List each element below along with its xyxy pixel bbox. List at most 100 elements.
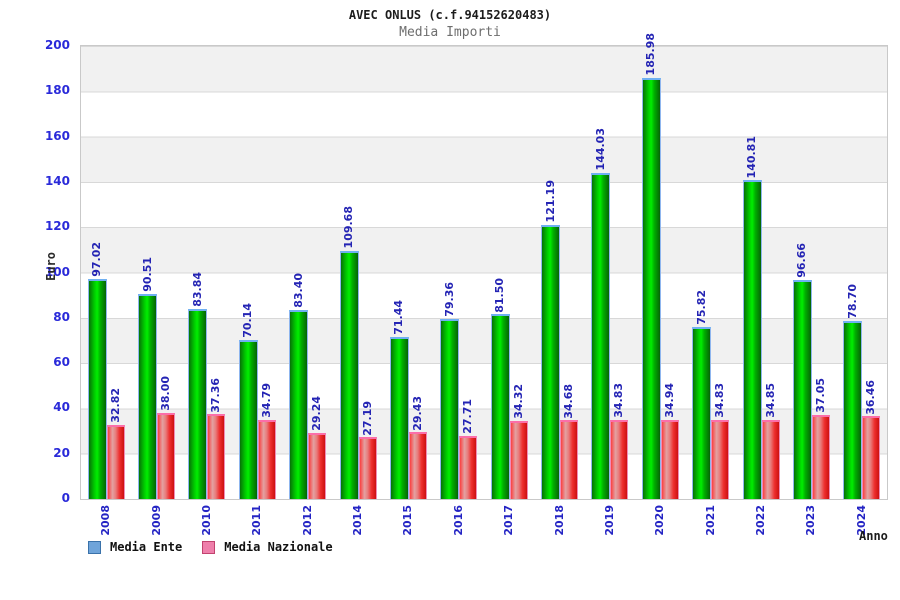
- bar-group-2011: 70.14 34.79 2011: [232, 46, 282, 536]
- bar-value-label: 34.85: [763, 383, 777, 419]
- y-tick-label-160: 160: [44, 128, 70, 143]
- media-ente-legend-label: Media Ente: [110, 540, 183, 554]
- y-tick-label-100: 100: [44, 264, 70, 279]
- media-nazionale-bar-2023[interactable]: 37.05: [811, 378, 830, 499]
- x-tick-label-2018: 2018: [552, 505, 566, 536]
- media-ente-bar-2014[interactable]: 109.68: [339, 206, 359, 499]
- media-ente-bar-2022[interactable]: 140.81: [742, 136, 762, 499]
- media-ente-bar-2015[interactable]: 71.44: [389, 300, 409, 499]
- media-nazionale-bar-2022[interactable]: 34.85: [761, 383, 780, 499]
- media-ente-bar-2010[interactable]: 83.84: [188, 272, 208, 499]
- x-tick-label-2019: 2019: [602, 505, 616, 536]
- media-ente-bar-2009[interactable]: 90.51: [138, 257, 158, 499]
- media-nazionale-legend-swatch: [202, 540, 216, 554]
- bar-value-label: 75.82: [694, 290, 708, 326]
- media-nazionale-bar-2014[interactable]: 27.19: [358, 401, 377, 499]
- media-nazionale-bar-2024[interactable]: 36.46: [862, 380, 881, 499]
- bar-group-2015: 71.44 29.43 2015: [383, 46, 433, 536]
- x-tick-label-2011: 2011: [250, 505, 264, 536]
- media-nazionale-bar-2021[interactable]: 34.83: [711, 383, 730, 499]
- x-tick-label-2016: 2016: [451, 505, 465, 536]
- bar-group-2016: 79.36 27.71 2016: [434, 46, 484, 536]
- media-ente-bar-2021[interactable]: 75.82: [692, 290, 712, 499]
- media-ente-bar-2011[interactable]: 70.14: [238, 303, 258, 499]
- bar-value-label: 90.51: [140, 257, 154, 292]
- chart-title: AVEC ONLUS (c.f.94152620483): [348, 8, 552, 22]
- bar-value-label: 38.00: [159, 376, 173, 411]
- bar-value-label: 109.68: [342, 206, 356, 249]
- bar-value-label: 78.70: [845, 283, 859, 319]
- media-ente-legend-swatch: [88, 540, 101, 554]
- bar-group-2010: 83.84 37.36 2010: [182, 46, 232, 536]
- media-ente-bar-2012[interactable]: 83.40: [289, 273, 309, 499]
- bar-value-label: 37.36: [209, 377, 223, 413]
- bar-value-label: 144.03: [593, 128, 607, 171]
- x-tick-label-2015: 2015: [401, 505, 415, 536]
- media-ente-bar-2019[interactable]: 144.03: [591, 128, 611, 499]
- media-nazionale-bar-2010[interactable]: 37.36: [207, 378, 226, 499]
- bar-value-label: 140.81: [745, 135, 759, 179]
- media-nazionale-bar-2017[interactable]: 34.32: [509, 384, 528, 499]
- x-tick-label-2017: 2017: [502, 505, 516, 536]
- y-tick-label-60: 60: [53, 355, 70, 370]
- media-nazionale-bar-2011[interactable]: 34.79: [257, 383, 276, 499]
- bar-group-2018: 121.19 34.68 2018: [534, 46, 584, 536]
- bar-value-label: 34.32: [511, 384, 525, 420]
- bar-value-label: 29.43: [410, 395, 424, 431]
- media-ente-bar-2008[interactable]: 97.02: [87, 242, 107, 499]
- x-tick-label-2012: 2012: [300, 505, 314, 536]
- media-nazionale-bar-2012[interactable]: 29.24: [308, 396, 327, 499]
- media-ente-bar-2016[interactable]: 79.36: [440, 282, 460, 499]
- x-tick-label-2021: 2021: [703, 505, 717, 536]
- bar-group-2022: 140.81 34.85 2022: [736, 46, 786, 536]
- y-tick-label-40: 40: [53, 400, 70, 415]
- media-nazionale-bar-2018[interactable]: 34.68: [560, 384, 579, 499]
- y-tick-label-80: 80: [53, 309, 70, 324]
- bar-group-2008: 97.02 32.82 2008: [81, 46, 131, 536]
- bar-group-2021: 75.82 34.83 2021: [686, 46, 736, 536]
- media-ente-bar-2018[interactable]: 121.19: [541, 180, 561, 499]
- legend-item-media-ente[interactable]: Media Ente: [88, 540, 182, 554]
- media-nazionale-bar-2009[interactable]: 38.00: [157, 376, 176, 499]
- legend-item-media-nazionale[interactable]: Media Nazionale: [202, 540, 333, 554]
- bar-value-label: 70.14: [241, 303, 255, 339]
- x-tick-label-2022: 2022: [754, 505, 768, 536]
- media-nazionale-bar-2015[interactable]: 29.43: [408, 396, 427, 499]
- media-nazionale-bar-2020[interactable]: 34.94: [660, 383, 679, 499]
- bar-value-label: 83.84: [190, 272, 204, 308]
- media-ente-bar-2024[interactable]: 78.70: [843, 284, 863, 499]
- bar-value-label: 36.46: [864, 379, 878, 415]
- media-nazionale-bar-2008[interactable]: 32.82: [106, 388, 125, 499]
- media-ente-bar-2017[interactable]: 81.50: [490, 278, 510, 499]
- bar-value-label: 34.83: [612, 383, 626, 419]
- bars-row: 97.02 32.82 2008 90.51 38.00 2009 83.84 37.36 20…: [81, 33, 887, 536]
- y-tick-label-200: 200: [44, 38, 70, 52]
- y-axis: 0 20 40 60 80 100 120 140 160 180 200: [18, 38, 70, 505]
- bar-value-label: 34.83: [713, 383, 727, 419]
- x-axis-title: Anno: [859, 529, 888, 543]
- media-ente-bar-2020[interactable]: 185.98: [641, 33, 661, 499]
- bar-value-label: 185.98: [644, 33, 658, 76]
- bar-value-label: 34.79: [259, 383, 273, 419]
- x-tick-label-2010: 2010: [199, 505, 213, 536]
- y-tick-label-0: 0: [61, 491, 70, 505]
- x-tick-label-2020: 2020: [653, 505, 667, 536]
- bar-group-2017: 81.50 34.32 2017: [484, 46, 534, 536]
- x-tick-label-2008: 2008: [99, 505, 113, 536]
- media-nazionale-bar-2016[interactable]: 27.71: [459, 399, 478, 499]
- y-tick-label-20: 20: [53, 445, 70, 460]
- bar-value-label: 27.71: [461, 399, 475, 435]
- y-tick-label-120: 120: [44, 219, 70, 234]
- bar-group-2012: 83.40 29.24 2012: [283, 46, 333, 536]
- bar-value-label: 34.94: [662, 383, 676, 418]
- y-tick-label-140: 140: [44, 173, 70, 188]
- legend: Media Ente Media Nazionale: [88, 540, 333, 554]
- media-nazionale-bar-2019[interactable]: 34.83: [610, 383, 629, 499]
- bar-value-label: 71.44: [392, 300, 406, 336]
- bar-group-2024: 78.70 36.46 2024: [837, 46, 887, 536]
- chart-subtitle: Media Importi: [399, 25, 501, 40]
- media-ente-bar-2023[interactable]: 96.66: [792, 243, 812, 499]
- x-tick-label-2009: 2009: [149, 505, 163, 536]
- bar-value-label: 96.66: [795, 243, 809, 279]
